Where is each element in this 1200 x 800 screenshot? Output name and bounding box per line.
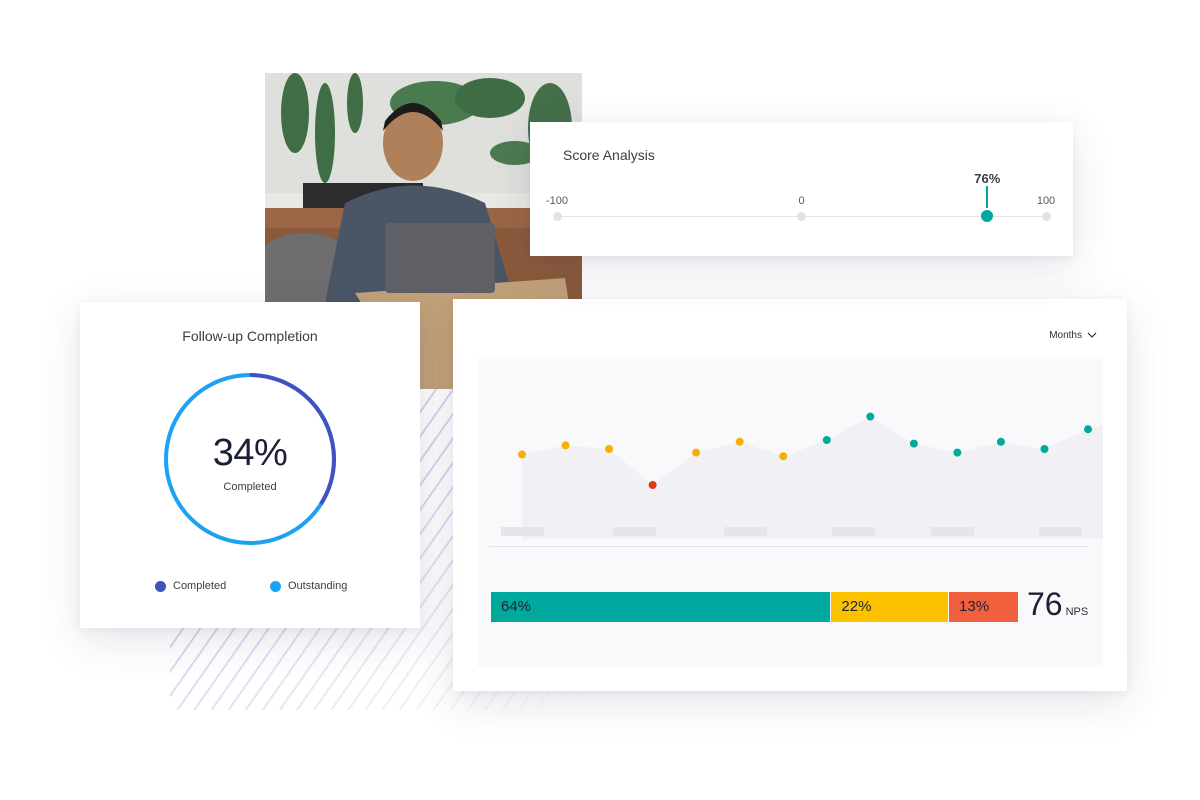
completion-percent: 34% <box>212 432 288 474</box>
nps-unit: NPS <box>1065 606 1089 618</box>
trend-point[interactable] <box>735 437 744 446</box>
completion-donut <box>164 373 336 545</box>
score-marker-stem <box>986 186 989 208</box>
x-tick-placeholder <box>501 527 544 536</box>
legend-outstanding-label: Outstanding <box>288 580 348 592</box>
trend-point[interactable] <box>779 452 788 461</box>
trend-point[interactable] <box>822 436 831 444</box>
score-tick-dot <box>1041 212 1051 221</box>
chevron-down-icon <box>1087 332 1097 338</box>
legend-completed-label: Completed <box>173 580 227 592</box>
followup-title: Follow-up Completion <box>182 328 318 344</box>
legend-completed: Completed <box>155 580 226 592</box>
detractors-segment: 13% <box>949 592 1018 622</box>
trend-point[interactable] <box>1040 445 1049 453</box>
donut-completed-arc <box>164 373 336 545</box>
x-axis-line <box>489 546 1089 547</box>
score-value: 76% <box>974 171 1001 186</box>
trend-point[interactable] <box>953 448 962 457</box>
nps-score: 76 NPS <box>1027 586 1088 623</box>
trend-area <box>522 416 1103 539</box>
trend-point[interactable] <box>605 445 614 453</box>
nps-dashboard-card: Months 64% 22% 13% 76 NPS <box>453 299 1127 691</box>
legend-outstanding: Outstanding <box>270 580 347 592</box>
followup-completion-card: Follow-up Completion 34% Completed Compl… <box>80 302 420 628</box>
score-analysis-title: Score Analysis <box>563 147 655 163</box>
nps-value: 76 <box>1027 586 1063 622</box>
passives-segment: 22% <box>831 592 949 622</box>
nps-breakdown-bar: 64% 22% 13% <box>491 592 1018 622</box>
score-tick-dot <box>552 212 562 221</box>
completion-caption: Completed <box>223 481 277 493</box>
nps-trend-chart <box>518 412 1103 539</box>
legend-completed-dot <box>155 580 166 592</box>
x-tick-placeholder <box>931 527 974 536</box>
legend-outstanding-dot <box>270 580 281 592</box>
trend-point[interactable] <box>648 481 657 489</box>
x-tick-placeholder <box>1039 527 1082 536</box>
x-tick-placeholder <box>724 527 767 536</box>
period-selector[interactable]: Months <box>1049 330 1097 341</box>
period-selector-label: Months <box>1049 330 1082 341</box>
trend-point[interactable] <box>909 439 918 448</box>
trend-point[interactable] <box>996 437 1005 446</box>
x-tick-placeholder <box>613 527 656 536</box>
score-marker[interactable] <box>981 210 994 222</box>
promoters-segment: 64% <box>491 592 831 622</box>
trend-point[interactable] <box>518 450 526 459</box>
trend-point[interactable] <box>866 412 875 421</box>
score-analysis-card: Score Analysis -100 0 100 76% <box>530 122 1073 256</box>
trend-point[interactable] <box>561 441 570 450</box>
trend-point[interactable] <box>1084 425 1092 434</box>
score-tick-label: 100 <box>1036 195 1056 207</box>
score-tick-dot <box>797 212 806 221</box>
trend-point[interactable] <box>692 448 701 457</box>
x-tick-placeholder <box>832 527 875 536</box>
score-tick-label: -100 <box>545 195 569 207</box>
score-tick-label: 0 <box>798 195 805 207</box>
